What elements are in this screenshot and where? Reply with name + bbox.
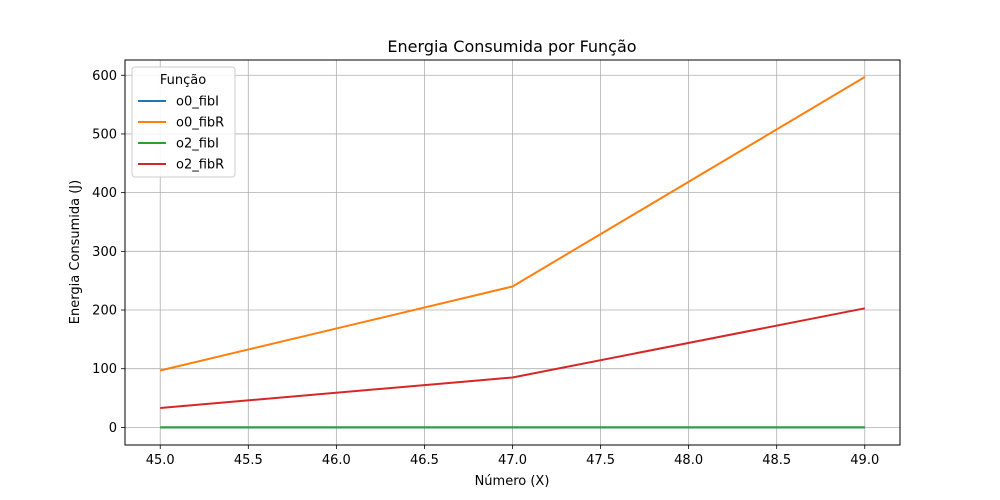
x-tick-label: 47.0 — [498, 453, 527, 468]
y-axis-ticks: 0 100 200 300 400 500 600 — [92, 69, 125, 436]
legend: Função o0_fibI o0_fibR o2_fibI o2_fibR — [131, 66, 236, 178]
y-tick-label: 0 — [109, 421, 117, 436]
legend-label-o0-fibi: o0_fibI — [176, 95, 219, 110]
x-tick-label: 48.5 — [762, 453, 791, 468]
y-tick-label: 600 — [92, 69, 117, 84]
legend-label-o2-fibi: o2_fibI — [176, 137, 219, 152]
x-tick-label: 49.0 — [850, 453, 879, 468]
series-line-o0-fibr — [159, 76, 866, 372]
series-line-o2-fibr — [160, 307, 865, 409]
y-axis-label: Energia Consumida (J) — [68, 180, 83, 324]
y-tick-label: 200 — [92, 304, 117, 319]
chart-title: Energia Consumida por Função — [387, 37, 636, 56]
y-tick-label: 400 — [92, 186, 117, 201]
x-axis-label: Número (X) — [475, 474, 550, 489]
y-tick-label: 500 — [92, 127, 117, 142]
x-tick-label: 47.5 — [586, 453, 615, 468]
x-tick-label: 45.5 — [234, 453, 263, 468]
legend-label-o0-fibr: o0_fibR — [176, 116, 224, 131]
x-tick-label: 46.5 — [410, 453, 439, 468]
x-tick-label: 46.0 — [322, 453, 351, 468]
series-lines — [159, 76, 866, 429]
legend-title: Função — [160, 73, 206, 88]
x-axis-ticks: 45.0 45.5 46.0 46.5 47.0 47.5 48.0 48.5 49.0 — [146, 445, 879, 468]
x-tick-label: 45.0 — [146, 453, 175, 468]
x-tick-label: 48.0 — [674, 453, 703, 468]
legend-label-o2-fibr: o2_fibR — [176, 158, 224, 173]
y-tick-label: 300 — [92, 245, 117, 260]
legend-box — [131, 66, 236, 178]
y-tick-label: 100 — [92, 362, 117, 377]
